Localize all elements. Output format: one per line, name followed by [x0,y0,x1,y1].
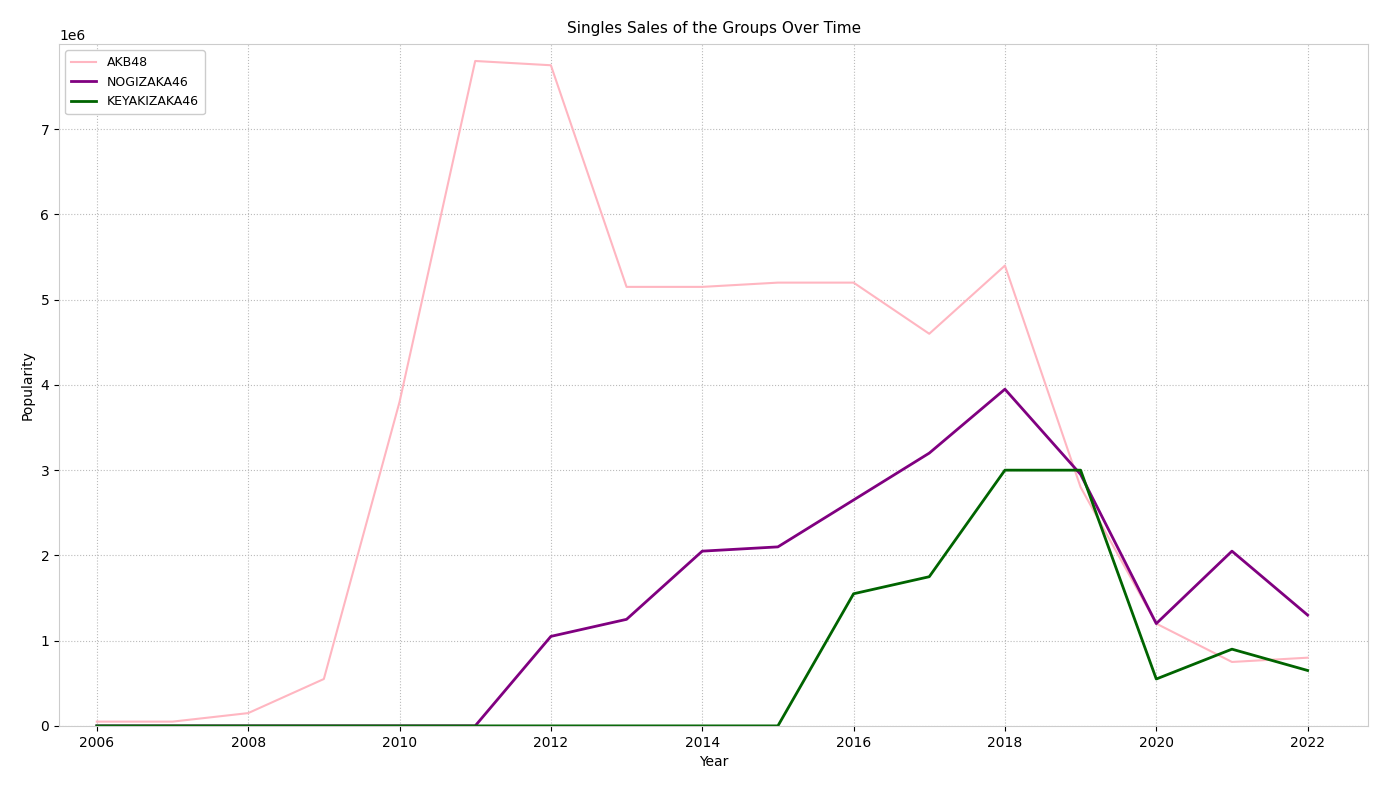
AKB48 [164,717,181,726]
KEYAKIZAKA46 [164,721,181,731]
AKB48 [1147,619,1164,628]
AKB48 [770,278,786,288]
Line: KEYAKIZAKA46: KEYAKIZAKA46 [97,470,1307,726]
AKB48 [89,717,106,726]
AKB48 [921,329,938,338]
KEYAKIZAKA46 [618,721,635,731]
NOGIZAKA46 [240,721,257,731]
Title: Singles Sales of the Groups Over Time: Singles Sales of the Groups Over Time [567,21,861,36]
AKB48 [846,278,863,288]
NOGIZAKA46 [770,542,786,551]
NOGIZAKA46 [467,721,483,731]
NOGIZAKA46 [89,721,106,731]
AKB48 [996,261,1013,270]
Legend: AKB48, NOGIZAKA46, KEYAKIZAKA46: AKB48, NOGIZAKA46, KEYAKIZAKA46 [65,51,204,115]
AKB48 [392,397,408,407]
NOGIZAKA46 [996,385,1013,394]
KEYAKIZAKA46 [996,465,1013,475]
NOGIZAKA46 [921,449,938,458]
NOGIZAKA46 [846,495,863,505]
KEYAKIZAKA46 [1072,465,1089,475]
NOGIZAKA46 [1224,547,1240,556]
AKB48 [543,61,560,70]
KEYAKIZAKA46 [467,721,483,731]
NOGIZAKA46 [694,547,711,556]
NOGIZAKA46 [1072,470,1089,480]
NOGIZAKA46 [315,721,332,731]
NOGIZAKA46 [543,632,560,641]
NOGIZAKA46 [164,721,181,731]
KEYAKIZAKA46 [89,721,106,731]
KEYAKIZAKA46 [543,721,560,731]
X-axis label: Year: Year [699,755,728,769]
NOGIZAKA46 [618,615,635,624]
KEYAKIZAKA46 [846,589,863,599]
AKB48 [1072,483,1089,492]
AKB48 [315,675,332,684]
KEYAKIZAKA46 [694,721,711,731]
KEYAKIZAKA46 [1224,645,1240,654]
KEYAKIZAKA46 [240,721,257,731]
NOGIZAKA46 [1147,619,1164,628]
AKB48 [240,709,257,718]
KEYAKIZAKA46 [392,721,408,731]
Line: AKB48: AKB48 [97,61,1307,721]
Y-axis label: Popularity: Popularity [21,350,35,419]
AKB48 [467,56,483,66]
KEYAKIZAKA46 [315,721,332,731]
NOGIZAKA46 [392,721,408,731]
KEYAKIZAKA46 [1299,666,1315,675]
AKB48 [618,282,635,292]
KEYAKIZAKA46 [921,572,938,581]
NOGIZAKA46 [1299,611,1315,620]
AKB48 [1224,657,1240,667]
KEYAKIZAKA46 [1147,675,1164,684]
Line: NOGIZAKA46: NOGIZAKA46 [97,389,1307,726]
AKB48 [694,282,711,292]
KEYAKIZAKA46 [770,721,786,731]
AKB48 [1299,653,1315,663]
